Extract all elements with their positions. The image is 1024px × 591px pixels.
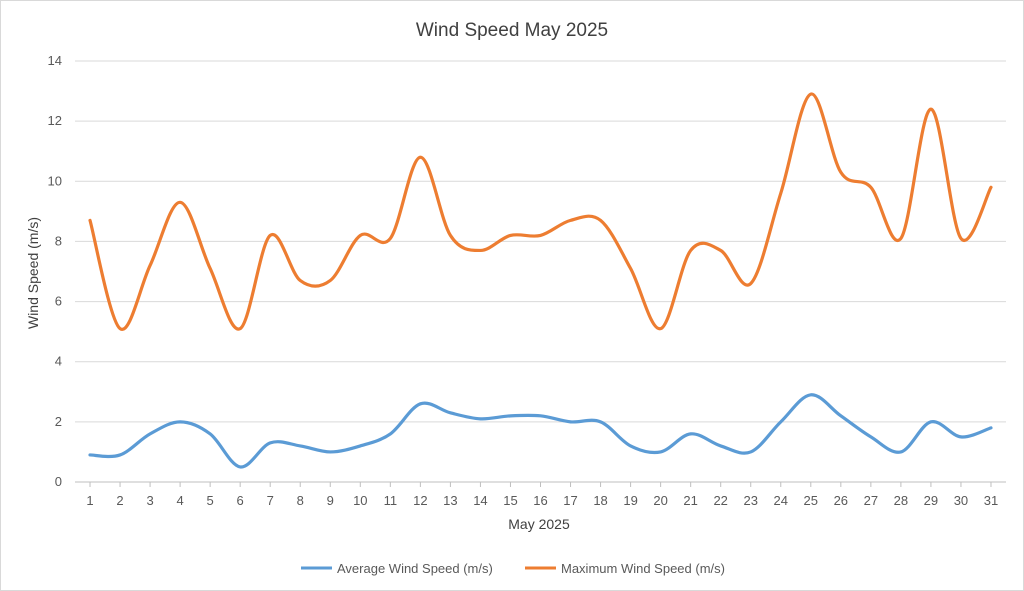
legend: Average Wind Speed (m/s) Maximum Wind Sp… — [301, 561, 725, 576]
legend-label-average: Average Wind Speed (m/s) — [337, 561, 493, 576]
legend-label-maximum: Maximum Wind Speed (m/s) — [561, 561, 725, 576]
x-tick-label-13: 13 — [443, 493, 457, 508]
series-line-average — [88, 393, 993, 469]
x-tick-label-10: 10 — [353, 493, 367, 508]
x-tick-label-2: 2 — [116, 493, 123, 508]
series-lines — [88, 92, 993, 469]
y-tick-label-4: 4 — [55, 354, 62, 369]
x-tick-label-31: 31 — [984, 493, 998, 508]
x-tick-label-23: 23 — [743, 493, 757, 508]
x-tick-label-14: 14 — [473, 493, 487, 508]
x-tick-label-3: 3 — [146, 493, 153, 508]
x-axis-ticks: 1 2 3 4 5 6 7 8 9 10 11 12 13 14 15 16 17 18 19 20 21 22 23 24 2… — [86, 482, 998, 508]
x-tick-label-15: 15 — [503, 493, 517, 508]
x-tick-label-8: 8 — [297, 493, 304, 508]
x-tick-label-12: 12 — [413, 493, 427, 508]
x-axis-title: May 2025 — [508, 516, 570, 532]
gridlines — [75, 60, 1006, 483]
x-tick-label-19: 19 — [623, 493, 637, 508]
x-tick-label-30: 30 — [954, 493, 968, 508]
y-tick-label-14: 14 — [48, 53, 62, 68]
x-tick-label-9: 9 — [327, 493, 334, 508]
y-tick-label-0: 0 — [55, 474, 62, 489]
x-tick-label-7: 7 — [267, 493, 274, 508]
x-tick-label-20: 20 — [653, 493, 667, 508]
x-tick-label-4: 4 — [176, 493, 183, 508]
y-axis-title: Wind Speed (m/s) — [25, 217, 41, 329]
x-tick-label-6: 6 — [237, 493, 244, 508]
legend-item-maximum: Maximum Wind Speed (m/s) — [525, 561, 725, 576]
x-tick-label-5: 5 — [207, 493, 214, 508]
x-tick-label-26: 26 — [834, 493, 848, 508]
y-tick-label-10: 10 — [48, 173, 62, 188]
x-tick-label-17: 17 — [563, 493, 577, 508]
x-tick-label-22: 22 — [713, 493, 727, 508]
x-tick-label-24: 24 — [774, 493, 788, 508]
y-tick-label-2: 2 — [55, 414, 62, 429]
y-axis-ticks: 0 2 4 6 8 10 12 14 — [48, 53, 62, 489]
x-tick-label-27: 27 — [864, 493, 878, 508]
y-tick-label-6: 6 — [55, 294, 62, 309]
x-tick-label-25: 25 — [804, 493, 818, 508]
x-tick-label-21: 21 — [683, 493, 697, 508]
legend-item-average: Average Wind Speed (m/s) — [301, 561, 493, 576]
chart-title: Wind Speed May 2025 — [416, 20, 608, 41]
x-tick-label-29: 29 — [924, 493, 938, 508]
x-tick-label-16: 16 — [533, 493, 547, 508]
x-tick-label-18: 18 — [593, 493, 607, 508]
x-tick-label-1: 1 — [86, 493, 93, 508]
x-tick-label-28: 28 — [894, 493, 908, 508]
x-tick-label-11: 11 — [384, 493, 398, 508]
y-tick-label-8: 8 — [55, 233, 62, 248]
y-tick-label-12: 12 — [48, 113, 62, 128]
series-line-maximum — [88, 92, 993, 331]
